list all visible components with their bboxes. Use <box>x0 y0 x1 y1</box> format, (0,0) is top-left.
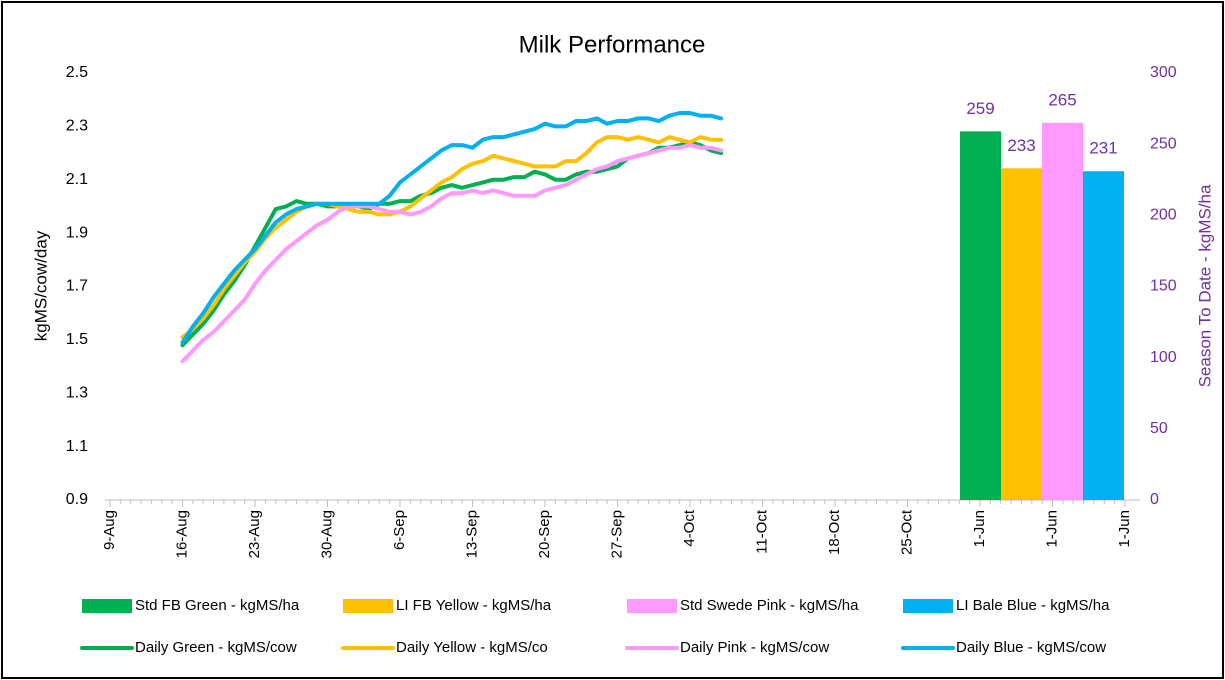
y-tick-label: 2.5 <box>66 64 88 81</box>
x-tick-label: 27-Sep <box>608 510 625 558</box>
y-tick-label: 1.7 <box>66 278 88 295</box>
legend-label: LI FB Yellow - kgMS/ha <box>396 597 552 614</box>
legend-swatch <box>627 599 677 613</box>
legend-label: Daily Pink - kgMS/cow <box>680 639 829 656</box>
bar <box>960 131 1001 500</box>
bar-value-label: 231 <box>1089 139 1117 158</box>
x-tick-label: 18-Oct <box>826 509 843 555</box>
bar <box>1083 171 1124 500</box>
y2-tick-label: 150 <box>1150 278 1177 295</box>
y-tick-label: 0.9 <box>66 491 88 508</box>
legend-label: Std Swede Pink - kgMS/ha <box>680 597 859 614</box>
x-tick-label: 11-Oct <box>753 509 770 554</box>
x-tick-label: 13-Sep <box>463 510 480 558</box>
line <box>180 135 724 340</box>
x-tick-label: 1-Jun <box>1043 510 1060 548</box>
legend-label: Daily Yellow - kgMS/co <box>396 639 548 656</box>
legend-label: LI Bale Blue - kgMS/ha <box>956 597 1110 614</box>
line <box>180 111 724 345</box>
y-tick-label: 1.1 <box>66 438 88 455</box>
x-tick-label: 4-Oct <box>681 509 698 547</box>
bar-value-label: 265 <box>1048 90 1076 109</box>
y2-tick-label: 250 <box>1150 135 1177 152</box>
legend-swatch <box>82 599 132 613</box>
bar <box>1001 168 1042 500</box>
x-tick-label: 1-Jun <box>971 510 988 548</box>
bar-value-label: 233 <box>1007 136 1035 155</box>
x-tick-label: 23-Aug <box>246 510 263 558</box>
y2-tick-label: 300 <box>1150 64 1177 81</box>
line <box>180 143 724 364</box>
x-tick-label: 20-Sep <box>536 510 553 558</box>
y2-tick-label: 50 <box>1150 420 1168 437</box>
x-tick-label: 16-Aug <box>173 510 190 558</box>
y-tick-label: 1.5 <box>66 331 88 348</box>
y-tick-label: 2.1 <box>66 171 88 188</box>
x-tick-label: 1-Jun <box>1116 510 1133 548</box>
x-tick-label: 25-Oct <box>898 509 915 555</box>
chart-title: Milk Performance <box>519 31 706 58</box>
legend-swatch <box>903 599 953 613</box>
x-tick-label: 30-Aug <box>318 510 335 558</box>
y-tick-label: 2.3 <box>66 118 88 135</box>
y2-tick-label: 100 <box>1150 349 1177 366</box>
legend-label: Daily Green - kgMS/cow <box>135 639 297 656</box>
y-tick-label: 1.9 <box>66 224 88 241</box>
legend-swatch <box>343 599 393 613</box>
y2-axis-title: Season To Date - kgMS/ha <box>1195 184 1214 387</box>
x-tick-label: 9-Aug <box>101 510 118 550</box>
bar <box>1042 122 1083 501</box>
legend-label: Std FB Green - kgMS/ha <box>135 597 300 614</box>
y2-tick-label: 0 <box>1150 491 1159 508</box>
y-axis-title: kgMS/cow/day <box>31 230 50 341</box>
y2-tick-label: 200 <box>1150 207 1177 224</box>
bar-value-label: 259 <box>966 99 994 118</box>
x-tick-label: 6-Sep <box>391 510 408 550</box>
y-tick-label: 1.3 <box>66 384 88 401</box>
legend-label: Daily Blue - kgMS/cow <box>956 639 1106 656</box>
